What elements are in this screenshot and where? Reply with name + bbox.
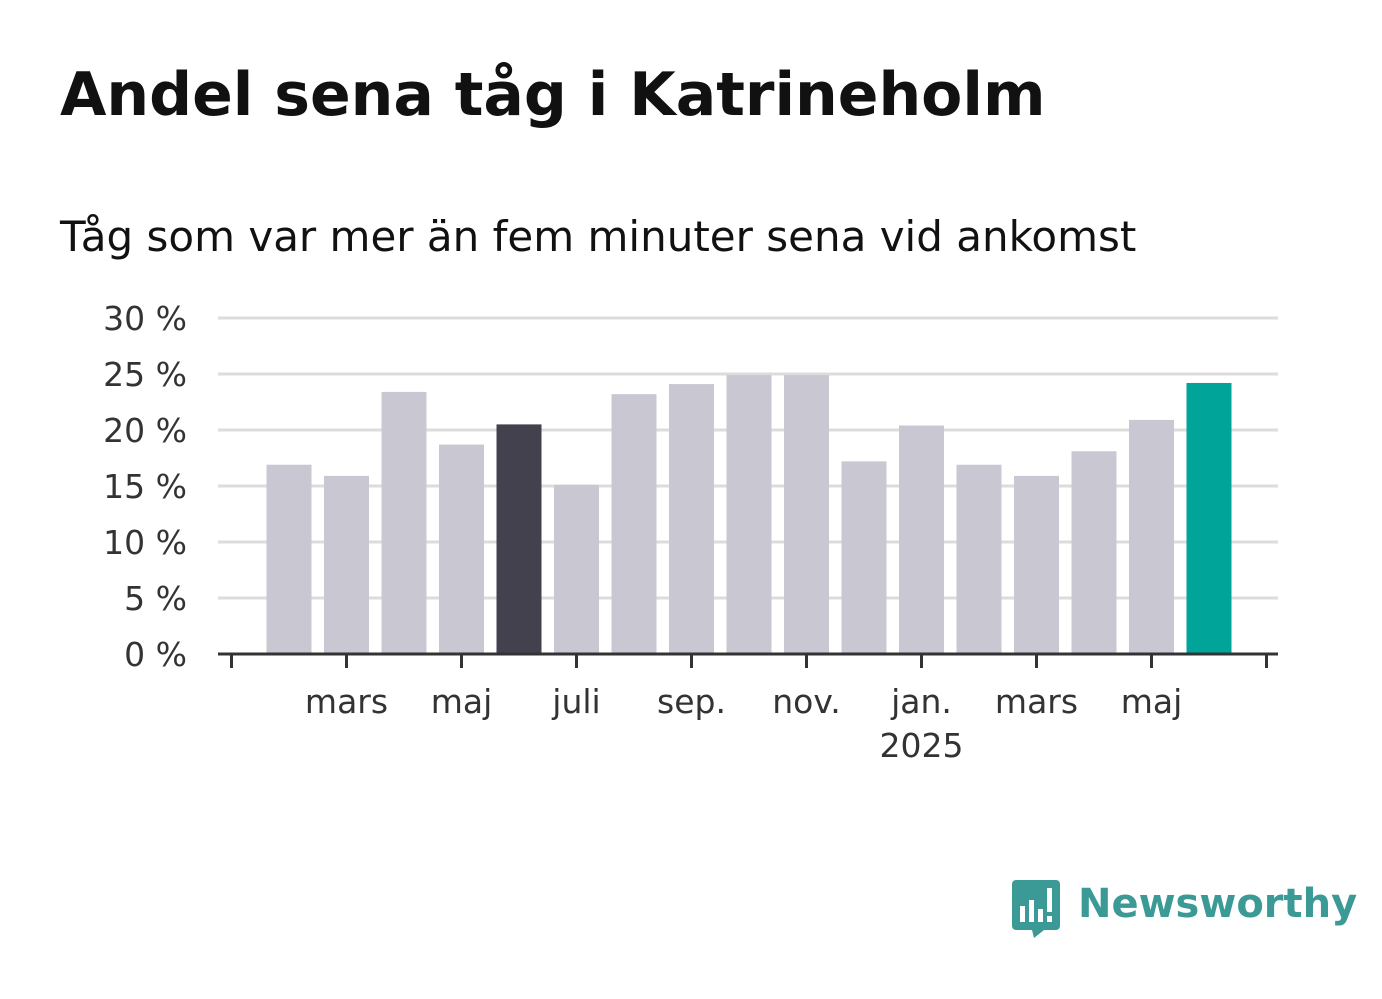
bar-2024-04 (381, 391, 427, 654)
x-tick-label-2025-01: jan. (890, 682, 952, 721)
x-tick-label-2025-05: maj (1121, 682, 1183, 721)
bar-2025-04 (1071, 451, 1117, 654)
x-tick-label-2024-11: nov. (772, 682, 841, 721)
bar-2025-05 (1129, 419, 1174, 654)
y-axis-tick-labels: 0 % 5 % 10 % 15 % 20 % 25 % 30 % (103, 299, 187, 674)
y-tick-label-10: 10 % (103, 523, 187, 562)
bars (266, 375, 1232, 654)
x-tick-label-2024-09: sep. (657, 682, 726, 721)
bar-2025-03 (1014, 475, 1059, 654)
newsworthy-logo: Newsworthy (1010, 876, 1357, 940)
y-tick-label-0: 0 % (124, 635, 187, 674)
bar-2024-11 (784, 375, 829, 654)
x-tick-label-2025-03: mars (995, 682, 1078, 721)
bar-2025-01 (899, 425, 944, 654)
bar-2024-06 (496, 424, 542, 654)
y-tick-label-20: 20 % (103, 411, 187, 450)
chart-subtitle: Tåg som var mer än fem minuter sena vid … (60, 212, 1137, 261)
bar-2024-07 (554, 484, 599, 654)
bar-2024-08 (611, 394, 657, 654)
bar-2024-12 (841, 461, 887, 654)
logo-text: Newsworthy (1078, 881, 1358, 927)
x-tick-label-2025-01-year: 2025 (880, 726, 964, 765)
y-tick-label-15: 15 % (103, 467, 187, 506)
bar-2025-02 (956, 464, 1002, 654)
bar-2025-06 (1186, 382, 1232, 654)
chart-title: Andel sena tåg i Katrineholm (60, 60, 1046, 130)
bar-2024-03 (324, 475, 369, 654)
newsworthy-bar-chart-logo-icon (1012, 880, 1060, 938)
bar-2024-05 (439, 444, 484, 654)
x-axis-tick-labels: mars maj juli sep. nov. jan. 2025 mars maj (305, 682, 1182, 765)
x-tick-label-2024-05: maj (431, 682, 493, 721)
bar-2024-09 (669, 384, 714, 654)
bar-2024-02 (266, 464, 312, 654)
y-tick-label-30: 30 % (103, 299, 187, 338)
bar-2024-10 (726, 375, 772, 654)
x-tick-label-2024-03: mars (305, 682, 388, 721)
y-tick-label-25: 25 % (103, 355, 187, 394)
y-tick-label-5: 5 % (124, 579, 187, 618)
x-tick-label-2024-07: juli (551, 682, 600, 721)
x-axis (218, 652, 1278, 668)
